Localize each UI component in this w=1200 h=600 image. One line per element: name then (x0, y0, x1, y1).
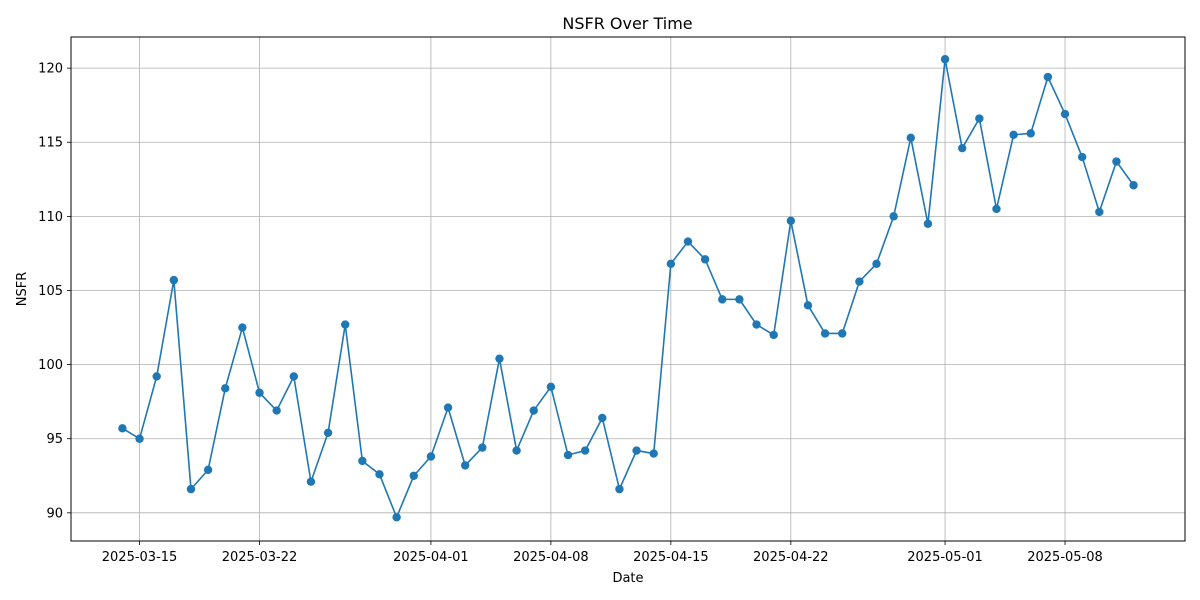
data-point (221, 384, 230, 393)
data-point (272, 406, 281, 415)
data-point (443, 403, 453, 412)
data-point (306, 477, 316, 486)
x-tick-label: 2025-04-15 (633, 550, 709, 565)
y-axis-ticks: 90 95 100 105 110 115 120 (38, 62, 71, 521)
y-axis-label: NSFR (15, 272, 30, 307)
data-point (1077, 152, 1087, 162)
x-tick-label: 2025-03-22 (222, 550, 298, 565)
data-point (546, 382, 556, 392)
data-point (992, 204, 1001, 214)
data-point (529, 406, 538, 415)
data-point (1009, 130, 1018, 140)
data-point (203, 465, 213, 475)
x-axis-ticks: 2025-03-15 2025-03-22 2025-04-01 2025-04-08… (102, 541, 1103, 565)
x-tick-label: 2025-04-22 (753, 550, 829, 565)
data-point (135, 434, 144, 443)
data-point (409, 471, 418, 480)
data-point (1043, 72, 1053, 82)
x-tick-label: 2025-03-15 (102, 550, 178, 565)
data-point (478, 443, 487, 452)
data-point (118, 424, 127, 433)
data-point (358, 456, 367, 466)
data-point (1026, 129, 1035, 138)
chart-title: NSFR Over Time (562, 14, 692, 33)
data-point (615, 484, 624, 494)
series-nsfr (118, 55, 1138, 522)
x-tick-label: 2025-04-01 (393, 550, 469, 565)
data-point (820, 329, 830, 338)
data-point (803, 301, 813, 310)
x-tick-label: 2025-04-08 (513, 550, 589, 565)
data-point (735, 295, 744, 304)
y-tick-label: 95 (46, 432, 63, 447)
data-point (1060, 109, 1070, 119)
data-point (769, 330, 778, 340)
data-point (289, 372, 298, 381)
data-point (975, 114, 984, 123)
y-tick-label: 120 (38, 62, 63, 77)
data-point (838, 329, 847, 338)
data-point (683, 237, 693, 246)
data-point (323, 428, 333, 437)
data-point (1129, 181, 1138, 190)
data-point (169, 275, 179, 285)
data-point (495, 354, 504, 363)
data-point (563, 450, 573, 460)
x-axis-label: Date (612, 571, 643, 586)
data-point (632, 446, 641, 455)
data-point (238, 323, 247, 332)
data-point (392, 513, 401, 522)
plot-frame (70, 36, 1186, 542)
y-tick-label: 115 (38, 136, 63, 151)
data-point (940, 55, 950, 64)
x-tick-label: 2025-05-08 (1027, 550, 1103, 565)
data-point (1112, 157, 1121, 166)
data-point (889, 212, 898, 221)
data-point (1095, 207, 1104, 217)
series-line (122, 58, 1135, 519)
x-tick-label: 2025-05-01 (907, 550, 983, 565)
data-point (872, 259, 881, 268)
data-point (255, 388, 264, 397)
data-point (580, 446, 590, 455)
data-point (512, 446, 521, 455)
data-point (375, 470, 384, 479)
data-point (958, 143, 967, 153)
data-point (786, 216, 796, 226)
data-point (598, 413, 607, 423)
data-point (649, 449, 658, 458)
grid (71, 37, 1185, 541)
data-point (341, 320, 350, 329)
y-tick-label: 110 (38, 210, 63, 225)
y-tick-label: 100 (38, 358, 63, 373)
y-tick-label: 105 (38, 284, 63, 299)
data-point (906, 133, 915, 142)
data-point (700, 255, 710, 264)
data-point (426, 452, 436, 461)
data-point (923, 219, 933, 228)
data-point (152, 372, 161, 381)
data-point (752, 320, 761, 329)
y-tick-label: 90 (46, 506, 63, 521)
data-point (186, 484, 196, 494)
data-point (855, 277, 864, 286)
data-point (718, 295, 727, 304)
data-point (460, 461, 470, 470)
data-point (666, 259, 676, 268)
